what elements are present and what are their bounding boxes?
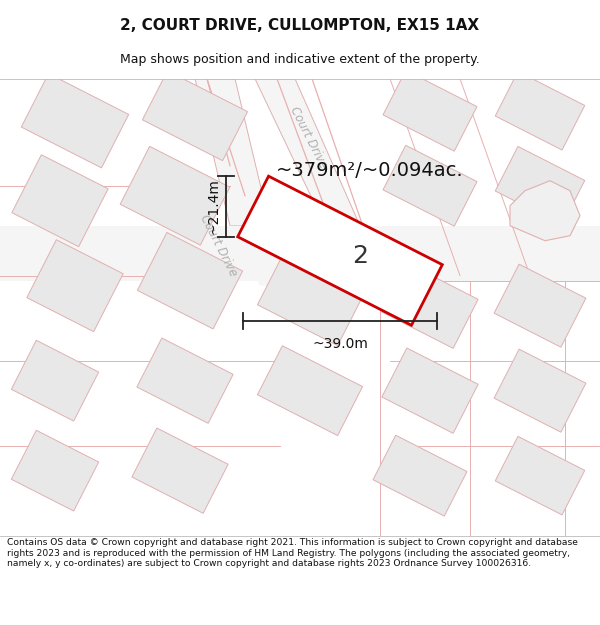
Polygon shape [12, 155, 108, 247]
Polygon shape [382, 263, 478, 348]
Polygon shape [120, 146, 230, 245]
Polygon shape [0, 226, 600, 281]
Text: Court Drive: Court Drive [287, 104, 329, 171]
Polygon shape [11, 340, 98, 421]
Text: ~21.4m: ~21.4m [206, 179, 221, 234]
Text: ~379m²/~0.094ac.: ~379m²/~0.094ac. [276, 161, 464, 180]
Polygon shape [230, 226, 360, 286]
Polygon shape [495, 71, 585, 150]
Text: 2: 2 [352, 244, 368, 268]
Polygon shape [383, 71, 477, 151]
Polygon shape [382, 348, 478, 433]
Text: Map shows position and indicative extent of the property.: Map shows position and indicative extent… [120, 52, 480, 66]
Polygon shape [142, 71, 248, 161]
Text: ~39.0m: ~39.0m [312, 337, 368, 351]
Polygon shape [257, 346, 362, 436]
Polygon shape [137, 232, 242, 329]
Polygon shape [495, 146, 585, 225]
Polygon shape [137, 338, 233, 423]
Polygon shape [195, 79, 270, 226]
Polygon shape [510, 181, 580, 241]
Polygon shape [495, 436, 585, 515]
Polygon shape [257, 256, 362, 346]
Polygon shape [494, 349, 586, 432]
Polygon shape [494, 264, 586, 348]
Polygon shape [21, 74, 129, 168]
Polygon shape [132, 428, 228, 513]
Polygon shape [11, 430, 98, 511]
Polygon shape [255, 79, 360, 226]
Polygon shape [238, 176, 442, 325]
Text: Court Drive: Court Drive [197, 213, 239, 279]
Polygon shape [373, 435, 467, 516]
Polygon shape [383, 145, 477, 226]
Text: Contains OS data © Crown copyright and database right 2021. This information is : Contains OS data © Crown copyright and d… [7, 538, 578, 568]
Text: 2, COURT DRIVE, CULLOMPTON, EX15 1AX: 2, COURT DRIVE, CULLOMPTON, EX15 1AX [121, 18, 479, 32]
Polygon shape [27, 240, 123, 332]
